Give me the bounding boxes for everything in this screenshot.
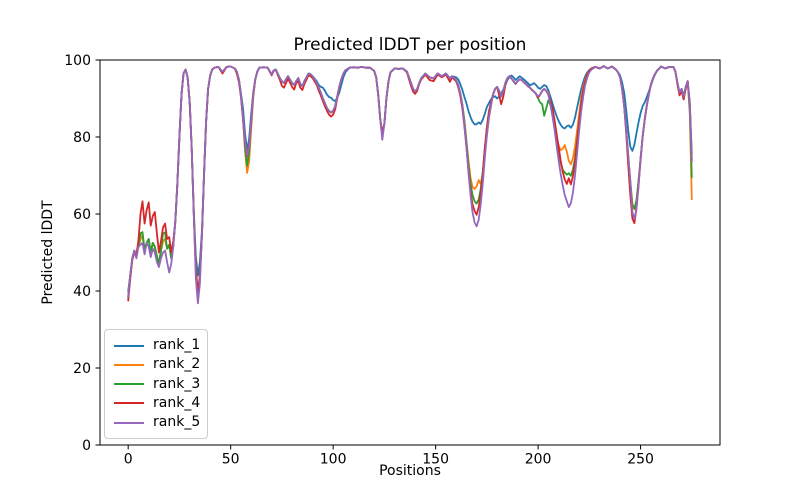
legend-line-sample-rank-1 [114, 344, 144, 347]
x-tick-label: 200 [525, 452, 552, 468]
x-tick-label: 250 [627, 452, 654, 468]
line-rank_1 [127, 65, 693, 292]
line-rank_3 [127, 65, 693, 298]
x-tick-label: 0 [124, 452, 133, 468]
series-lines [127, 65, 693, 305]
legend-label: rank_5 [153, 414, 201, 430]
legend-item-rank-3: rank_3 [114, 375, 201, 394]
legend-label: rank_1 [153, 337, 201, 353]
plot-border [99, 59, 721, 446]
x-axis-label: Positions [379, 463, 441, 479]
chart-title: Predicted lDDT per position [294, 35, 527, 55]
legend-label: rank_3 [153, 375, 201, 392]
legend-item-rank-4: rank_4 [114, 394, 201, 413]
y-tick-label: 20 [73, 361, 91, 377]
line-rank_5 [127, 65, 693, 305]
x-tick-label: 100 [320, 452, 347, 468]
legend-label: rank_4 [153, 394, 201, 411]
legend-item-rank-5: rank_5 [114, 413, 201, 432]
legend-label: rank_2 [153, 356, 201, 373]
legend-item-rank-1: rank_1 [114, 336, 201, 355]
legend-line-sample-rank-2 [114, 363, 144, 366]
x-tick-label: 50 [222, 452, 240, 468]
y-tick-label: 40 [73, 284, 91, 300]
legend-item-rank-2: rank_2 [114, 355, 201, 374]
axes: 0 50 100 150 200 250 0 20 40 60 80 100 [64, 53, 721, 468]
legend-line-sample-rank-4 [114, 402, 144, 405]
x-tick-label: 150 [422, 452, 449, 468]
y-tick-label: 60 [73, 207, 91, 223]
line-rank_4 [127, 65, 693, 302]
y-tick-label: 80 [73, 130, 91, 146]
y-axis-label: Predicted lDDT [40, 200, 56, 305]
y-tick-label: 100 [64, 53, 91, 69]
legend-line-sample-rank-5 [114, 421, 144, 424]
legend-box: rank_1 rank_2 rank_3 rank_4 rank_5 [104, 329, 208, 439]
legend-line-sample-rank-3 [114, 383, 144, 385]
line-rank_2 [127, 65, 693, 300]
y-tick-label: 0 [82, 438, 91, 454]
